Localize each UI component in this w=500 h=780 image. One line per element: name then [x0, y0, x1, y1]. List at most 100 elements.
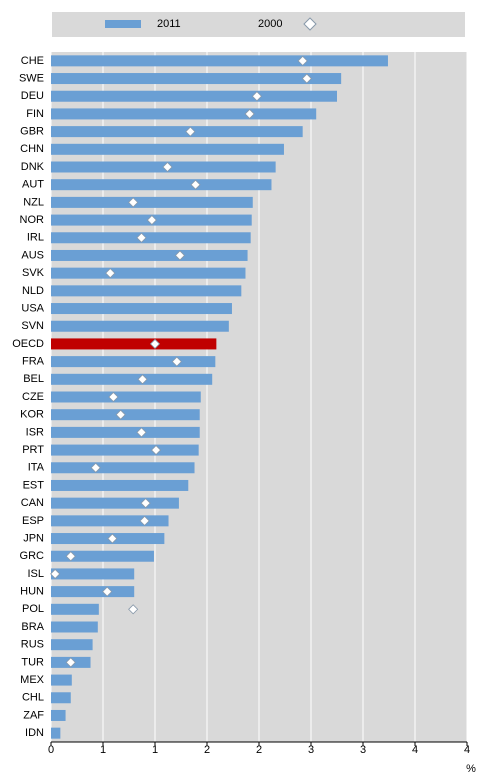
marker: [50, 568, 61, 579]
x-tick-label: 4: [464, 744, 470, 756]
bar: [51, 550, 154, 562]
bar: [51, 73, 342, 85]
marker: [90, 462, 101, 473]
y-tick-label: CHN: [20, 143, 44, 155]
x-tick-label: 4: [412, 744, 418, 756]
y-tick-label: ESP: [22, 515, 44, 527]
marker: [251, 91, 262, 102]
bar: [51, 356, 216, 368]
y-tick-label: CHL: [22, 692, 44, 704]
marker: [128, 197, 139, 208]
y-tick-label: AUS: [21, 249, 44, 261]
x-tick-label: 2: [204, 744, 210, 756]
y-tick-label: NLD: [22, 285, 44, 297]
bar: [51, 497, 179, 509]
y-tick-label: KOR: [20, 409, 44, 421]
y-tick-label: GBR: [20, 126, 44, 138]
x-tick-label: 3: [308, 744, 314, 756]
y-tick-label: FIN: [26, 108, 44, 120]
marker: [137, 374, 148, 385]
marker: [140, 498, 151, 509]
x-axis-label: %: [466, 763, 476, 775]
y-tick-label: HUN: [20, 586, 44, 598]
y-tick-label: USA: [21, 302, 44, 314]
bar: [51, 267, 246, 279]
y-tick-label: EST: [23, 479, 45, 491]
bar: [51, 621, 98, 633]
y-tick-label: NOR: [20, 214, 45, 226]
legend-swatch: [105, 20, 141, 28]
bar: [51, 639, 93, 651]
y-tick-label: SVK: [22, 267, 45, 279]
marker: [107, 533, 118, 544]
x-tick-label: 1: [100, 744, 106, 756]
y-tick-label: MEX: [20, 674, 45, 686]
marker: [136, 232, 147, 243]
marker: [128, 604, 139, 615]
marker: [301, 73, 312, 84]
marker: [65, 551, 76, 562]
marker: [146, 215, 157, 226]
marker: [115, 409, 126, 420]
y-tick-label: ISR: [26, 426, 44, 438]
x-tick-label: 1: [152, 744, 158, 756]
bar: [51, 126, 303, 138]
bar: [51, 320, 229, 332]
marker: [149, 338, 161, 349]
bar: [51, 285, 242, 297]
y-tick-label: CHE: [21, 55, 44, 67]
y-tick-label: GRC: [20, 550, 45, 562]
marker: [105, 268, 116, 279]
x-tick-label: 2: [256, 744, 262, 756]
marker: [139, 515, 150, 526]
bar: [51, 727, 61, 739]
bar: [51, 373, 213, 385]
bar: [51, 90, 337, 102]
marker: [108, 391, 119, 403]
y-tick-label: BRA: [21, 621, 44, 633]
y-tick-label: OECD: [12, 338, 44, 350]
x-tick-label: 0: [48, 744, 54, 756]
y-tick-label: AUT: [22, 179, 44, 191]
y-tick-label: TUR: [21, 656, 44, 668]
y-tick-label: SVN: [21, 320, 44, 332]
y-tick-label: DEU: [21, 90, 44, 102]
y-tick-label: PRT: [22, 444, 44, 456]
y-tick-label: RUS: [21, 639, 44, 651]
bar: [51, 179, 272, 191]
marker: [244, 108, 255, 119]
marker: [65, 657, 76, 668]
bar: [51, 603, 99, 615]
bar: [51, 249, 248, 261]
legend-label: 2000: [258, 18, 282, 30]
bar: [51, 479, 189, 491]
y-tick-label: POL: [22, 603, 44, 615]
bar: [51, 232, 251, 244]
y-tick-label: BEL: [23, 373, 44, 385]
bar: [51, 55, 388, 67]
y-tick-label: ISL: [27, 568, 44, 580]
bar: [51, 692, 71, 704]
marker: [136, 427, 147, 438]
marker: [185, 126, 196, 137]
marker: [162, 161, 173, 173]
marker: [150, 445, 162, 456]
y-tick-label: DNK: [21, 161, 45, 173]
y-tick-label: SWE: [19, 72, 44, 84]
bar: [51, 568, 135, 580]
marker: [171, 356, 182, 367]
bar: [51, 426, 200, 438]
bar: [51, 674, 72, 686]
y-tick-label: NZL: [23, 196, 44, 208]
y-tick-label: FRA: [22, 356, 45, 368]
y-tick-label: ZAF: [23, 709, 44, 721]
bar: [51, 586, 135, 598]
bar: [51, 196, 253, 208]
y-tick-label: CAN: [21, 497, 44, 509]
bar: [51, 515, 169, 527]
x-tick-label: 3: [360, 744, 366, 756]
legend-swatch: [303, 17, 317, 31]
bar: [51, 462, 195, 474]
y-tick-label: ITA: [28, 462, 45, 474]
